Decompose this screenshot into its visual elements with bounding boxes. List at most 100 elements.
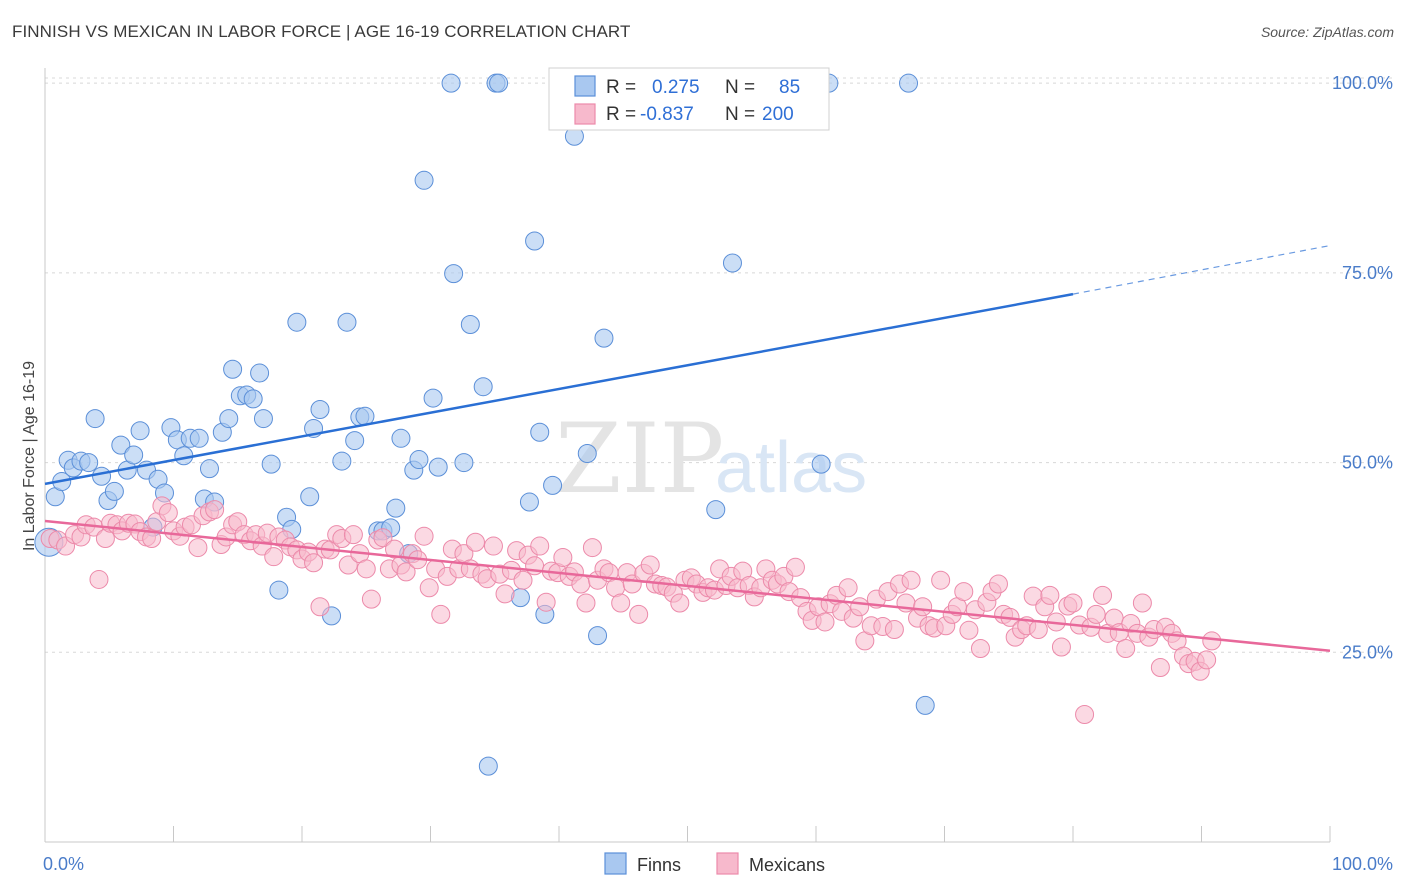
mexicans-point xyxy=(1093,585,1113,605)
mexicans-point xyxy=(530,536,550,556)
finns-point xyxy=(345,431,365,451)
finns-point xyxy=(478,756,498,776)
y-tick-label: 25.0% xyxy=(1342,642,1393,662)
mexicans-bottom-swatch xyxy=(716,852,739,875)
mexicans-point xyxy=(670,593,690,613)
mexicans-point xyxy=(901,570,921,590)
mexicans-point xyxy=(513,570,533,590)
mexicans-point xyxy=(1132,593,1152,613)
x-tick-label: 100.0% xyxy=(1332,854,1393,874)
finns-point xyxy=(489,73,509,93)
finns-point xyxy=(444,264,464,284)
finns-point xyxy=(219,409,239,429)
trend-lines xyxy=(44,244,1331,653)
chart-title: FINNISH VS MEXICAN IN LABOR FORCE | AGE … xyxy=(12,22,631,41)
finns-point xyxy=(722,253,742,273)
y-tick-label: 100.0% xyxy=(1332,73,1393,93)
mexicans-point xyxy=(1086,604,1106,624)
mexicans-trend-line xyxy=(44,519,1331,653)
watermark-atlas: atlas xyxy=(715,428,867,508)
mexicans-r-value: -0.837 xyxy=(640,104,694,125)
finns-point xyxy=(261,454,281,474)
finns-point xyxy=(577,443,597,463)
mexicans-legend-swatch xyxy=(574,103,596,125)
mexicans-point xyxy=(495,584,515,604)
finns-point xyxy=(310,399,330,419)
finns-r-value: 0.275 xyxy=(652,77,700,98)
finns-point xyxy=(530,422,550,442)
finns-point xyxy=(250,363,270,383)
axes xyxy=(44,68,1331,843)
finns-point xyxy=(243,389,263,409)
mexicans-point xyxy=(310,597,330,617)
mexicans-point xyxy=(884,620,904,640)
finns-point xyxy=(104,481,124,501)
source-credit: Source: ZipAtlas.com xyxy=(1260,24,1394,40)
finns-point xyxy=(454,453,474,473)
finns-point xyxy=(423,388,443,408)
finns-point xyxy=(811,454,831,474)
finns-point xyxy=(79,453,99,473)
mexicans-point xyxy=(913,597,933,617)
finns-point xyxy=(269,580,289,600)
finns-point xyxy=(300,487,320,507)
mexicans-point xyxy=(815,612,835,632)
stats-legend: R = 0.275 N = 85 R = -0.837 N = 200 xyxy=(548,67,830,131)
mexicans-point xyxy=(838,578,858,598)
mexicans-point xyxy=(1040,585,1060,605)
mexicans-point xyxy=(1116,639,1136,658)
finns-point xyxy=(409,450,429,470)
mexicans-point xyxy=(483,536,503,556)
mexicans-point xyxy=(1202,631,1222,651)
finns-point xyxy=(337,312,357,332)
y-tick-label: 50.0% xyxy=(1342,453,1393,473)
finns-n-value: 85 xyxy=(779,77,800,98)
mexicans-point xyxy=(640,555,660,575)
mexicans-point xyxy=(576,593,596,613)
finns-point xyxy=(519,492,539,512)
mexicans-point xyxy=(158,503,178,523)
mexicans-point xyxy=(931,570,951,590)
finns-point xyxy=(414,170,434,190)
mexicans-point xyxy=(1051,637,1071,657)
mexicans-point xyxy=(356,559,376,579)
mexicans-point xyxy=(361,589,381,609)
finns-point xyxy=(525,231,545,251)
mexicans-point xyxy=(343,525,363,545)
mexicans-point xyxy=(571,574,591,594)
mexicans-point xyxy=(1075,705,1095,725)
mexicans-r-label: R = xyxy=(606,104,636,125)
x-tick-label: 0.0% xyxy=(43,854,84,874)
finns-point xyxy=(915,695,935,715)
finns-point xyxy=(588,626,608,646)
mexicans-point xyxy=(954,582,974,602)
finns-point xyxy=(332,451,352,471)
finns-point xyxy=(85,409,105,429)
mexicans-point xyxy=(536,592,556,612)
stats-legend-box xyxy=(548,67,830,131)
finns-point xyxy=(441,73,461,93)
tick-labels: 25.0% 50.0% 75.0% 100.0% 0.0% 100.0% xyxy=(43,73,1393,874)
finns-bottom-label: Finns xyxy=(637,855,681,875)
mexicans-n-value: 200 xyxy=(762,104,794,125)
finns-points xyxy=(34,73,935,776)
finns-trend-extension xyxy=(1072,244,1331,295)
mexicans-point xyxy=(970,639,990,658)
mexicans-point xyxy=(988,574,1008,594)
mexicans-point xyxy=(188,538,208,558)
finns-point xyxy=(253,409,273,429)
y-tick-label: 75.0% xyxy=(1342,263,1393,283)
finns-point xyxy=(223,359,243,379)
mexicans-bottom-label: Mexicans xyxy=(749,855,825,875)
mexicans-n-label: N = xyxy=(725,104,755,125)
finns-point xyxy=(386,498,406,518)
finns-trend-line xyxy=(44,292,1074,486)
mexicans-point xyxy=(431,604,451,624)
finns-legend-swatch xyxy=(574,75,596,97)
finns-point xyxy=(460,314,480,334)
finns-point xyxy=(543,475,563,495)
finns-point xyxy=(391,428,411,448)
finns-point xyxy=(428,457,448,477)
finns-n-label: N = xyxy=(725,77,755,98)
finns-point xyxy=(473,377,493,397)
